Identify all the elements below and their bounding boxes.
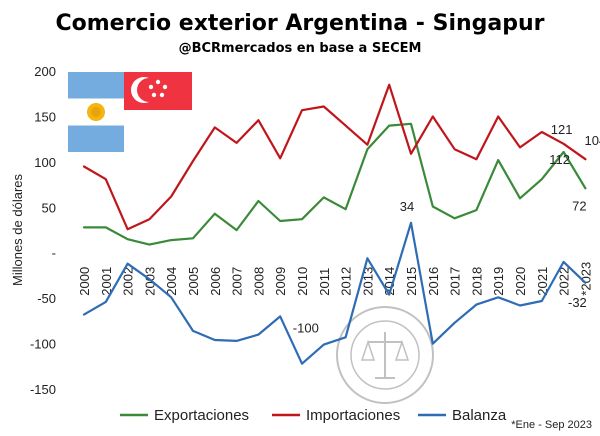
y-tick-label: 200: [34, 64, 56, 79]
y-axis-label: Millones de dólares: [10, 174, 25, 287]
data-label: -100: [293, 321, 319, 336]
x-tick-label: 2007: [230, 267, 245, 296]
x-tick-label: 2019: [491, 267, 506, 296]
y-tick-label: -50: [37, 291, 56, 306]
x-tick-label: 2006: [208, 267, 223, 296]
chart-subtitle: @BCRmercados en base a SECEM: [179, 41, 422, 56]
footnote: *Ene - Sep 2023: [511, 419, 592, 431]
chart-title: Comercio exterior Argentina - Singapur: [56, 11, 545, 36]
y-tick-label: 100: [34, 155, 56, 170]
x-tick-label: 2002: [121, 267, 136, 296]
x-tick-label: *2023: [578, 262, 593, 296]
x-tick-label: 2009: [273, 267, 288, 296]
argentina-flag-icon: [68, 72, 124, 152]
data-label: 34: [400, 199, 414, 214]
series-layer: [82, 83, 587, 365]
y-tick-label: -: [52, 246, 56, 261]
x-tick-label: 2017: [448, 267, 463, 296]
data-label: 104: [585, 133, 600, 148]
x-tick-label: 2008: [251, 267, 266, 296]
x-tick-label: 2015: [404, 267, 419, 296]
data-labels-layer: 121 104 112 72 34 -100 -32: [293, 122, 600, 336]
series-line-balanza: [82, 221, 587, 365]
x-tick-label: 2012: [339, 267, 354, 296]
x-tick-label: 2020: [513, 267, 528, 296]
x-tick-label: 2011: [317, 268, 332, 296]
series-line-exportaciones: [82, 122, 587, 246]
legend-label: Exportaciones: [154, 407, 249, 424]
x-tick-label: 2016: [426, 267, 441, 296]
data-label: 72: [572, 198, 586, 213]
data-label: 112: [549, 152, 570, 167]
data-label: -32: [568, 295, 587, 310]
bcr-seal-watermark: [336, 306, 434, 404]
singapore-flag-icon: [124, 72, 192, 110]
x-tick-label: 2018: [469, 267, 484, 296]
legend-label: Balanza: [452, 407, 507, 424]
legend-label: Importaciones: [306, 407, 400, 424]
legend: Exportaciones Importaciones Balanza: [120, 407, 507, 424]
x-tick-label: 2010: [295, 267, 310, 296]
y-axis-ticks: 200 150 100 50 - -50 -100 -150: [30, 64, 56, 397]
x-tick-label: 2021: [535, 267, 550, 296]
data-label: 121: [551, 122, 573, 137]
x-tick-label: 2000: [77, 267, 92, 296]
x-tick-label: 2001: [99, 267, 114, 296]
x-tick-label: 2013: [360, 267, 375, 296]
x-axis-ticks: 2000 2001 2002 2003 2004 2005 2006 2007 2008 2009…: [77, 262, 593, 296]
series-line-importaciones: [82, 83, 587, 231]
y-tick-label: 150: [34, 109, 56, 124]
y-tick-label: -100: [30, 337, 56, 352]
x-tick-label: 2004: [164, 267, 179, 296]
x-tick-label: 2003: [142, 267, 157, 296]
y-tick-label: 50: [42, 200, 56, 215]
x-tick-label: 2022: [557, 267, 572, 296]
y-tick-label: -150: [30, 382, 56, 397]
x-tick-label: 2005: [186, 267, 201, 296]
